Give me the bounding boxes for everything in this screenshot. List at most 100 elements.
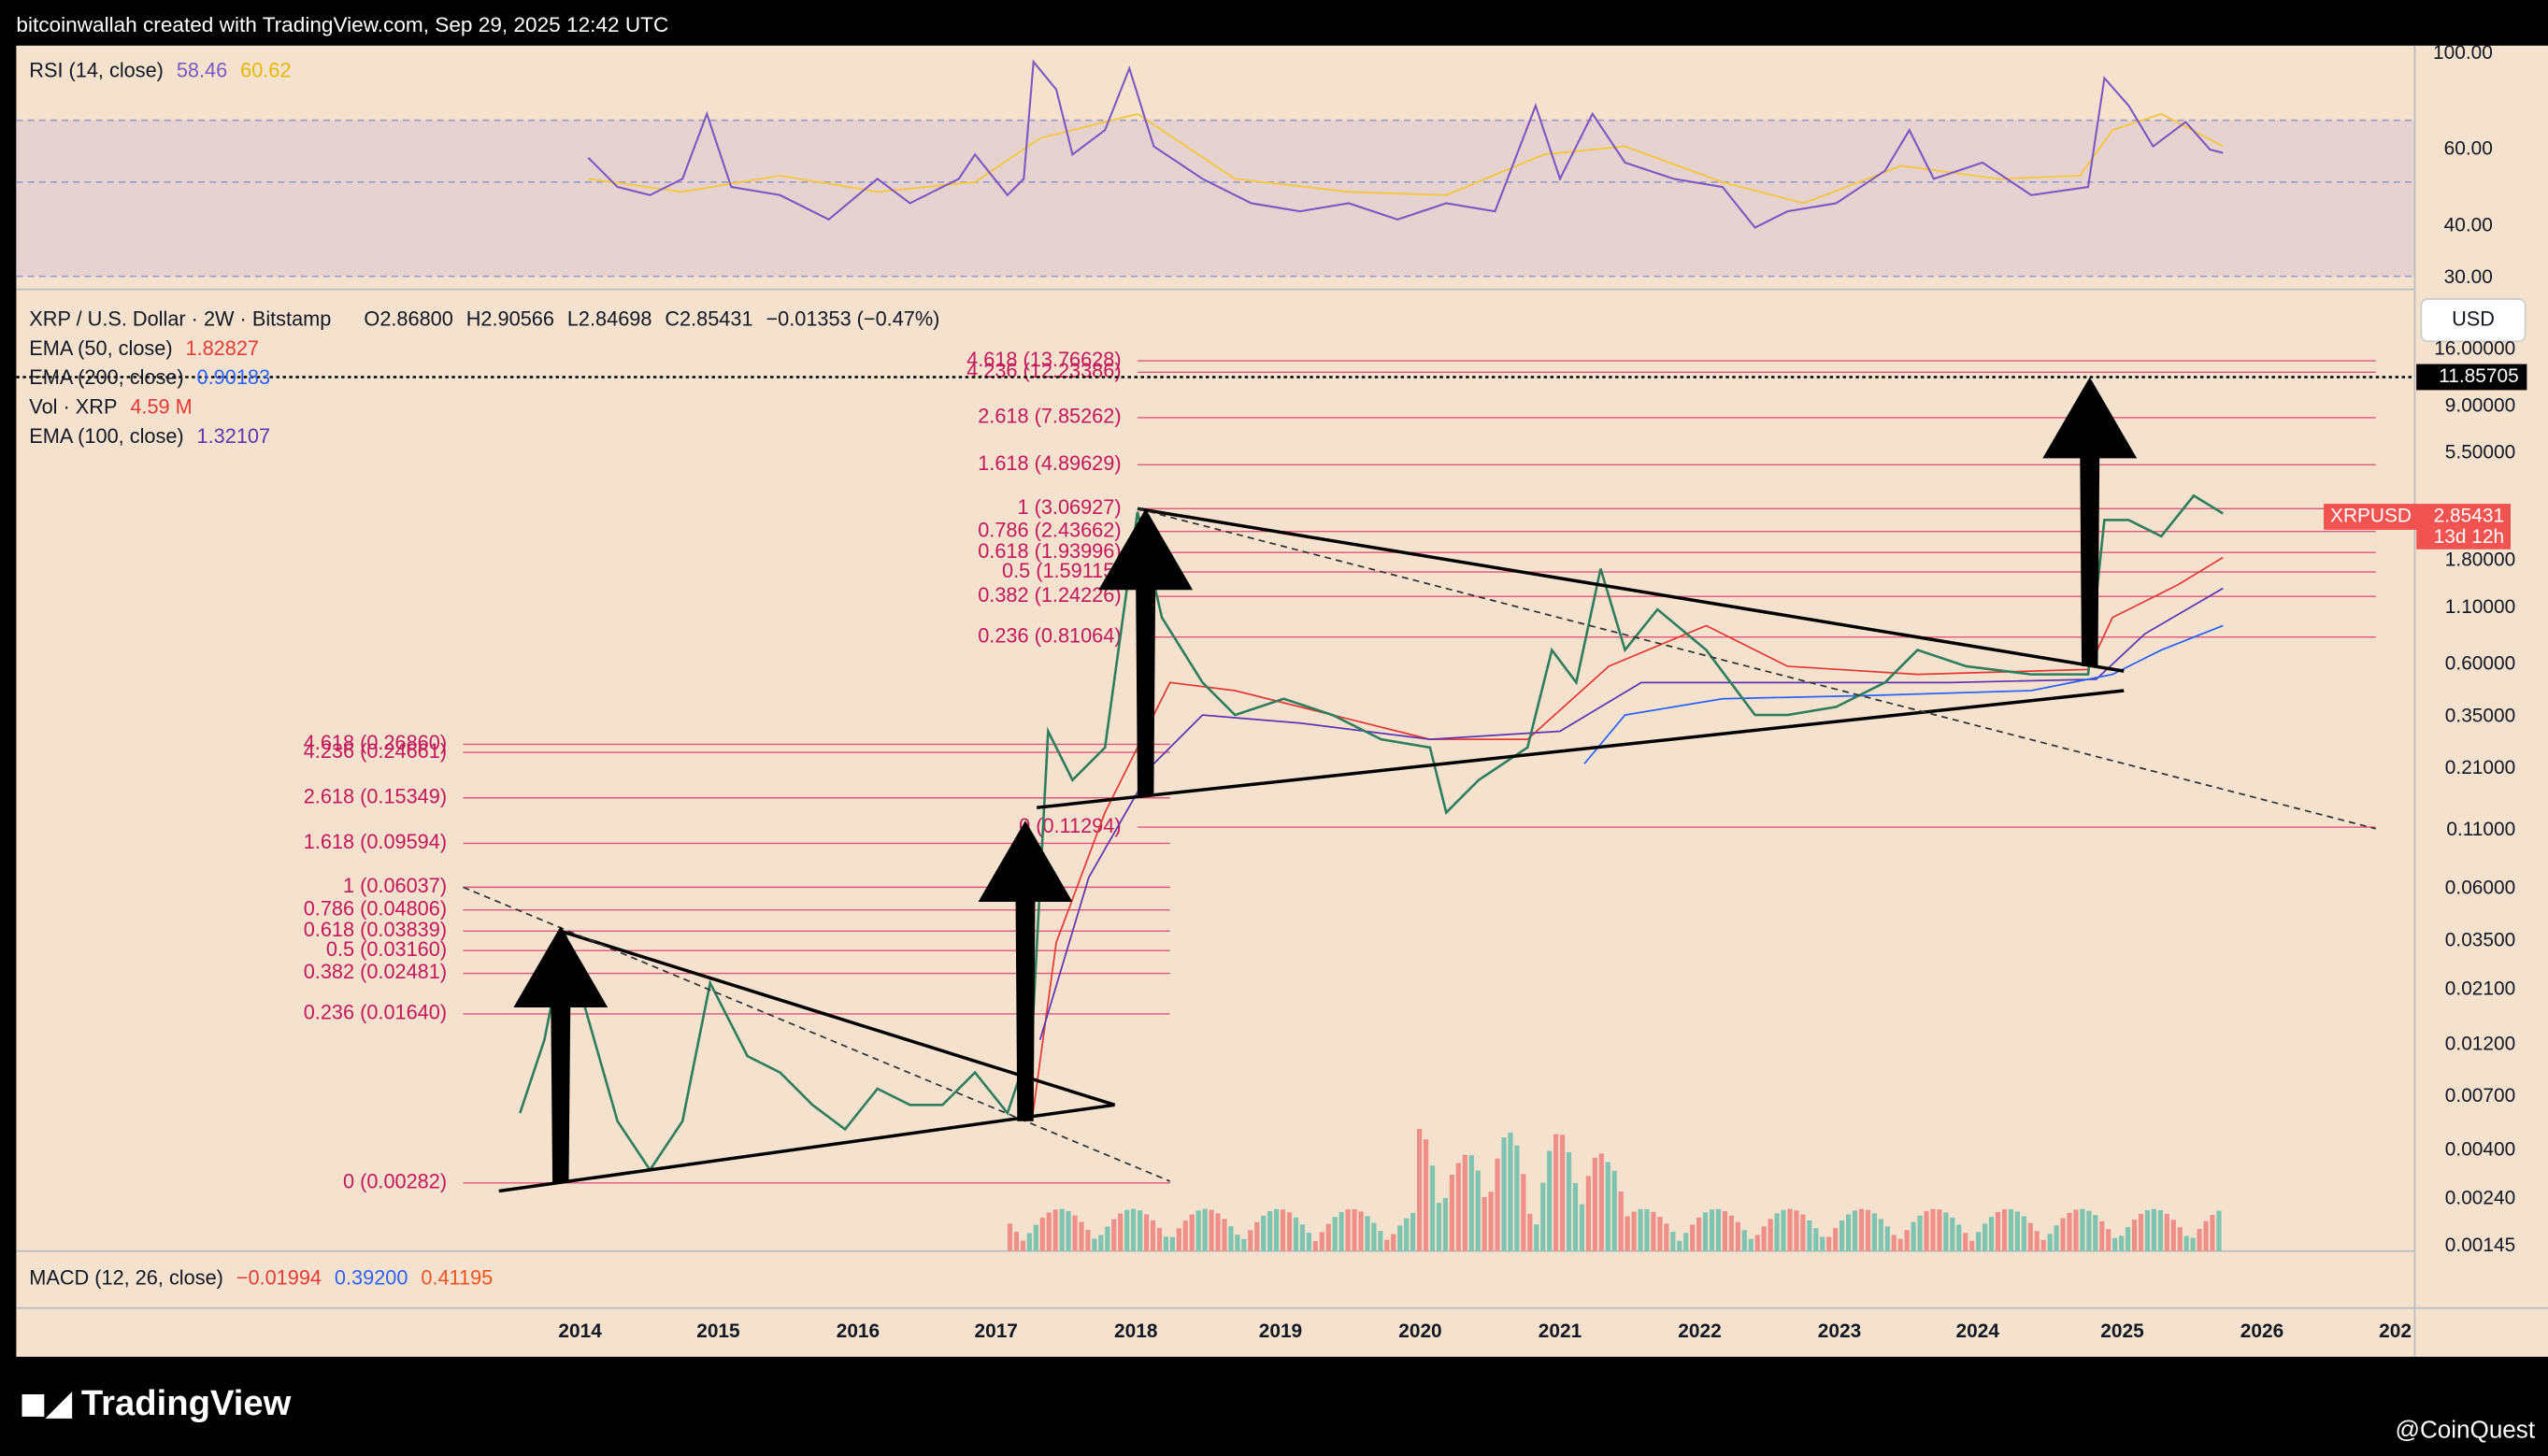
volume-bar (1169, 1236, 1175, 1251)
volume-bar (1274, 1208, 1280, 1251)
fib-label: 0.618 (0.03839) (304, 918, 447, 941)
volume-bar (1871, 1213, 1877, 1251)
volume-bar (1306, 1233, 1311, 1251)
volume-bar (1293, 1217, 1299, 1251)
volume-bar (2014, 1211, 2020, 1251)
symbol-tag-text: XRPUSD (2330, 506, 2412, 527)
crosshair-tag (2416, 364, 2527, 391)
volume-bar (1378, 1231, 1383, 1251)
volume-bar (1365, 1216, 1370, 1251)
volume-bar (1046, 1212, 1052, 1251)
volume-bar (2021, 1216, 2026, 1251)
rsi-axis-label: 40.00 (2444, 214, 2493, 236)
price-axis-label: 0.06000 (2445, 878, 2515, 899)
volume-bar (1963, 1233, 1968, 1251)
time-axis-label: 2018 (1114, 1320, 1157, 1342)
volume-bar (1807, 1220, 1812, 1251)
volume-bar (1397, 1225, 1403, 1251)
fib-label: 4.618 (0.26860) (304, 731, 447, 754)
macd-value: 0.41195 (421, 1265, 493, 1289)
fib-label: 0.236 (0.81064) (978, 623, 1121, 647)
volume-bar (1429, 1165, 1436, 1251)
volume-bar (1657, 1217, 1663, 1251)
volume-bar (1735, 1221, 1740, 1251)
fib-label: 4.236 (0.24661) (304, 739, 447, 763)
ohlc: O2.86800 H2.90566 L2.84698 C2.85431 −0.01353… (364, 307, 939, 330)
volume-bar (1891, 1235, 1897, 1251)
currency-button[interactable] (2420, 298, 2527, 343)
arrows (513, 377, 2138, 1183)
volume-bar (1182, 1220, 1188, 1251)
price-tag-countdown: 13d 12h (2434, 526, 2504, 548)
time-axis-label: 2022 (1678, 1320, 1721, 1342)
price-axis-label: 0.03500 (2445, 929, 2515, 950)
volume-bar (1761, 1226, 1767, 1251)
time-axis-label: 2014 (558, 1320, 602, 1342)
price-axis-label: 1.80000 (2445, 549, 2515, 570)
volume-bar (1514, 1145, 1520, 1251)
ohlc-value: −0.01353 (−0.47%) (766, 307, 939, 330)
arrow (1098, 508, 1194, 797)
price-tag (2416, 504, 2512, 550)
rsi-ma-value: 60.62 (240, 58, 291, 81)
volume-bar (1534, 1224, 1539, 1251)
volume-bar (1248, 1230, 1253, 1251)
volume-bar (1956, 1224, 1962, 1251)
volume-bar (1020, 1240, 1026, 1251)
fib-label: 1.618 (4.89629) (978, 451, 1121, 475)
volume-bar (1638, 1208, 1643, 1251)
indicator-value: 0.90183 (197, 365, 271, 389)
volume-bar (1794, 1210, 1799, 1251)
volume-bar (2210, 1215, 2215, 1251)
volume-bar (1696, 1217, 1702, 1251)
volume-bar (1416, 1128, 1423, 1251)
volume-bar (1098, 1235, 1104, 1251)
volume-bar (1052, 1209, 1058, 1251)
volume-bar (1904, 1230, 1910, 1251)
volume-bar (1495, 1158, 1500, 1251)
macd-label: MACD (12, 26, close) (29, 1265, 223, 1289)
volume-bar (2060, 1218, 2066, 1251)
fib-label: 0.382 (0.02481) (304, 960, 447, 983)
fib-label: 2.618 (7.85262) (978, 405, 1121, 428)
volume-bar (2131, 1220, 2138, 1251)
volume-bar (1813, 1228, 1819, 1251)
volume-bar (1176, 1228, 1181, 1251)
rsi-axis-label: 60.00 (2444, 138, 2493, 160)
volume-bar (1644, 1209, 1650, 1251)
volume-bar (2170, 1220, 2176, 1251)
volume-bar (1254, 1221, 1260, 1251)
price-axis-label: 0.00700 (2445, 1085, 2515, 1106)
price-axis-label: 0.00240 (2445, 1188, 2515, 1209)
volume-bar (1547, 1150, 1553, 1251)
volume-bar (2040, 1239, 2046, 1251)
volume-bar (1592, 1157, 1597, 1251)
volume-bar (1423, 1139, 1429, 1251)
volume-bar (1677, 1240, 1682, 1251)
volume-bar (1897, 1238, 1903, 1251)
currency-label[interactable]: USD (2452, 307, 2495, 330)
volume-bar (1391, 1234, 1396, 1251)
macd-legend: MACD (12, 26, close) −0.01994 0.39200 0.411… (29, 1265, 493, 1289)
time-axis-label: 2026 (2240, 1320, 2283, 1342)
volume-bar (1774, 1213, 1780, 1251)
fib-label: 0.382 (1.24226) (978, 583, 1121, 607)
rsi-axis-label: 30.00 (2444, 266, 2493, 288)
time-axis-label: 2016 (837, 1320, 880, 1342)
volume-bar (1976, 1232, 1982, 1251)
volume-bar (1579, 1204, 1585, 1251)
ohlc-value: C2.85431 (665, 307, 752, 330)
volume-bar (1325, 1223, 1331, 1251)
volume-bar (1286, 1212, 1293, 1251)
brand-name: TradingView (81, 1383, 292, 1423)
volume-bar (2216, 1210, 2222, 1251)
indicator-legend: Vol · XRP 4.59 M (29, 394, 192, 418)
dashed-trendlines (463, 507, 2376, 1182)
volume-bar (1943, 1212, 1949, 1251)
price-axis-label: 0.60000 (2445, 653, 2515, 675)
volume-bar (2177, 1227, 2183, 1251)
volume-bar (1618, 1192, 1624, 1251)
volume-bar (2067, 1212, 2072, 1251)
